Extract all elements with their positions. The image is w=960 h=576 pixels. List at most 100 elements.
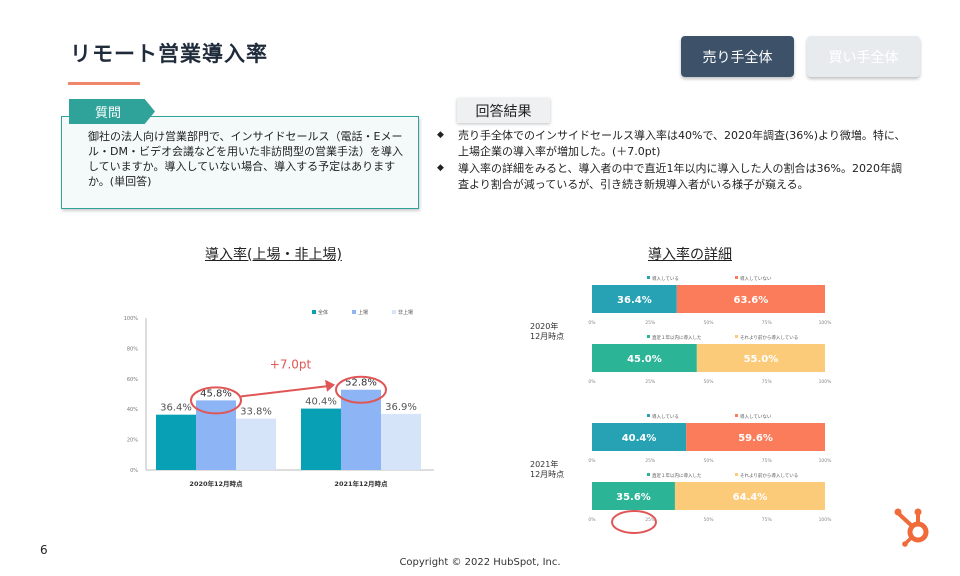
question-text: 御社の法人向け営業部門で、インサイドセールス（電話・Eメール・DM・ビデオ会議な… bbox=[88, 130, 403, 188]
legend-label: 直近１年以内に導入した bbox=[652, 334, 702, 341]
y-tick-label: 40% bbox=[127, 407, 138, 413]
increase-annotation: +7.0pt bbox=[270, 357, 312, 371]
legend-label: それより前から導入している bbox=[740, 472, 798, 479]
answer-list: ◆ 売り手全体でのインサイドセールス導入率は40%で、2020年調査(36%)よ… bbox=[437, 128, 907, 194]
data-label: 40.4% bbox=[622, 433, 657, 444]
highlight-ellipse bbox=[611, 510, 657, 534]
period-label: 12月時点 bbox=[530, 332, 564, 341]
adoption-bar-chart: 0% 20% 40% 60% 80% 100% 36.4% 45.8% 33.8% 2020年12… bbox=[124, 309, 434, 488]
x-tick-label: 0% bbox=[588, 517, 596, 523]
answer-bullet-text: 売り手全体でのインサイドセールス導入率は40%で、2020年調査(36%)より微… bbox=[458, 129, 906, 158]
legend-swatch bbox=[352, 310, 356, 314]
bar bbox=[381, 413, 421, 470]
y-tick-label: 80% bbox=[127, 346, 138, 352]
legend-swatch bbox=[735, 335, 738, 338]
x-tick-label: 100% bbox=[819, 517, 833, 523]
x-tick-label: 2020年12月時点 bbox=[189, 479, 243, 488]
answer-bullet-text: 導入率の詳細をみると、導入者の中で直近1年以内に導入した人の割合は36%。202… bbox=[458, 162, 902, 191]
x-tick-label: 100% bbox=[819, 458, 833, 464]
legend-label: それより前から導入している bbox=[740, 334, 798, 341]
legend-label: 導入していない bbox=[740, 413, 772, 420]
legend-swatch bbox=[647, 276, 650, 279]
legend-swatch bbox=[647, 473, 650, 476]
legend-swatch bbox=[735, 473, 738, 476]
data-label: 45.8% bbox=[200, 388, 232, 399]
stacked-bar-segment bbox=[592, 285, 677, 313]
y-tick-label: 0% bbox=[130, 468, 138, 474]
hubspot-sprocket-icon bbox=[894, 508, 929, 547]
page-number: 6 bbox=[40, 543, 48, 557]
tab-sellers[interactable]: 売り手全体 bbox=[681, 36, 794, 77]
bar bbox=[301, 408, 341, 470]
legend-label: 導入していない bbox=[740, 275, 772, 282]
x-tick-label: 0% bbox=[588, 458, 596, 464]
diamond-bullet-icon: ◆ bbox=[437, 163, 444, 173]
increase-arrowhead bbox=[325, 379, 335, 392]
stacked-bar-segment bbox=[676, 285, 825, 313]
x-tick-label: 25% bbox=[645, 517, 656, 523]
data-label: 59.6% bbox=[738, 433, 773, 444]
data-label: 52.8% bbox=[345, 378, 377, 389]
data-label: 40.4% bbox=[305, 397, 337, 408]
chart-title-adoption-rate: 導入率(上場・非上場) bbox=[205, 247, 342, 263]
x-tick-label: 25% bbox=[645, 379, 656, 385]
legend-swatch bbox=[647, 414, 650, 417]
legend-label: 全体 bbox=[318, 309, 328, 316]
data-label: 63.6% bbox=[734, 295, 769, 306]
chart-title-adoption-detail: 導入率の詳細 bbox=[648, 247, 732, 263]
x-tick-label: 50% bbox=[703, 320, 714, 326]
x-tick-label: 100% bbox=[819, 320, 833, 326]
legend-swatch bbox=[312, 310, 316, 314]
x-tick-label: 2021年12月時点 bbox=[334, 479, 388, 488]
copyright: Copyright © 2022 HubSpot, Inc. bbox=[399, 557, 561, 568]
x-tick-label: 75% bbox=[762, 320, 773, 326]
legend-swatch bbox=[392, 310, 396, 314]
stacked-bar-segment bbox=[686, 423, 825, 451]
answer-bullet: ◆ 売り手全体でのインサイドセールス導入率は40%で、2020年調査(36%)よ… bbox=[437, 128, 907, 159]
highlight-ellipse bbox=[190, 386, 242, 415]
data-label: 36.4% bbox=[160, 403, 192, 414]
legend-label: 導入している bbox=[652, 275, 679, 282]
x-tick-label: 75% bbox=[762, 458, 773, 464]
x-tick-label: 25% bbox=[645, 458, 656, 464]
question-tag: 質問 bbox=[69, 99, 155, 124]
diamond-bullet-icon: ◆ bbox=[437, 130, 444, 140]
stacked-bar-segment bbox=[592, 344, 697, 372]
question-box bbox=[61, 116, 419, 209]
stacked-bar-segment bbox=[592, 482, 675, 510]
legend-label: 導入している bbox=[652, 413, 679, 420]
period-label: 2020年 bbox=[530, 321, 558, 331]
y-tick-label: 60% bbox=[127, 377, 138, 383]
y-tick-label: 100% bbox=[124, 316, 139, 322]
bar bbox=[156, 414, 196, 470]
data-label: 55.0% bbox=[744, 354, 779, 365]
answer-bullet: ◆ 導入率の詳細をみると、導入者の中で直近1年以内に導入した人の割合は36%。2… bbox=[437, 161, 907, 192]
x-tick-label: 75% bbox=[762, 379, 773, 385]
x-tick-label: 100% bbox=[819, 379, 833, 385]
page-title: リモート営業導入率 bbox=[70, 42, 268, 66]
highlight-ellipse bbox=[335, 375, 387, 404]
stacked-bar-segment bbox=[696, 344, 825, 372]
data-label: 36.9% bbox=[385, 402, 417, 413]
data-label: 64.4% bbox=[733, 492, 768, 503]
x-tick-label: 50% bbox=[703, 379, 714, 385]
legend-label: 直近１年以内に導入した bbox=[652, 472, 702, 479]
x-tick-label: 50% bbox=[703, 458, 714, 464]
legend-swatch bbox=[647, 335, 650, 338]
bar bbox=[236, 418, 276, 470]
data-label: 45.0% bbox=[627, 354, 662, 365]
legend-swatch bbox=[735, 414, 738, 417]
increase-arrow bbox=[240, 384, 332, 398]
x-tick-label: 0% bbox=[588, 379, 596, 385]
y-tick-label: 20% bbox=[127, 438, 138, 444]
data-label: 33.8% bbox=[240, 407, 272, 418]
title-underline bbox=[68, 82, 140, 85]
stacked-bar-segment bbox=[674, 482, 825, 510]
x-tick-label: 50% bbox=[703, 517, 714, 523]
legend-label: 非上場 bbox=[398, 309, 413, 316]
stacked-bar-segment bbox=[592, 423, 687, 451]
x-tick-label: 75% bbox=[762, 517, 773, 523]
tab-buyers[interactable]: 買い手全体 bbox=[807, 36, 920, 77]
x-tick-label: 25% bbox=[645, 320, 656, 326]
